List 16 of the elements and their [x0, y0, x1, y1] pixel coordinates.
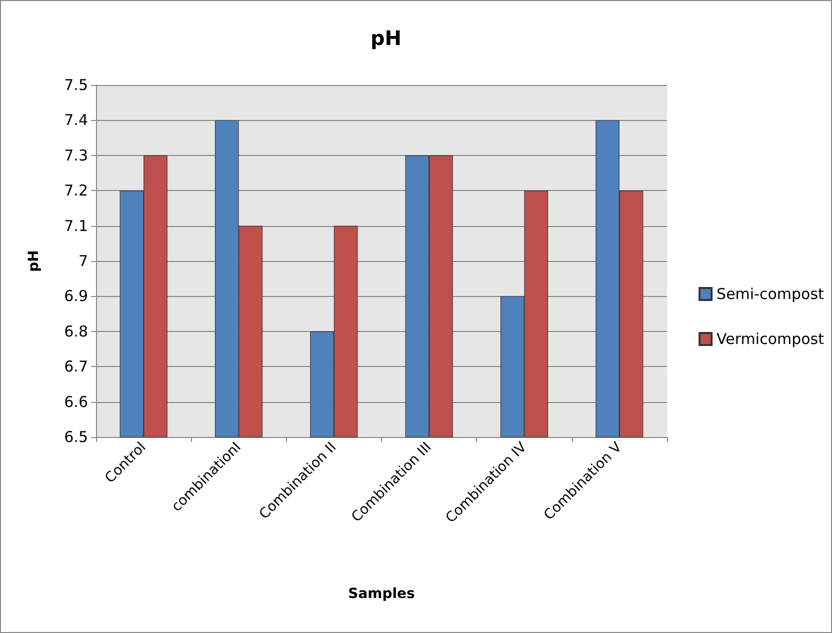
legend-label: Semi-compost	[716, 285, 824, 303]
y-tick-label: 6.9	[64, 287, 88, 306]
y-tick-label: 7.5	[64, 76, 88, 94]
y-tick-label: 6.6	[64, 392, 88, 411]
y-tick-label: 7.3	[64, 146, 88, 164]
legend-label: Vermicompost	[716, 330, 824, 348]
y-tick-label: 7.4	[64, 111, 88, 130]
y-tick-label: 7	[78, 252, 88, 270]
y-tick-label: 7.1	[64, 216, 88, 235]
chart-title: pH	[370, 26, 402, 50]
y-tick-label: 6.7	[64, 358, 88, 376]
y-tick-label: 6.8	[64, 322, 88, 340]
y-axis-title: pH	[26, 250, 42, 272]
y-tick-label: 6.5	[64, 428, 88, 446]
y-tick-label: 7.2	[64, 182, 88, 200]
x-axis-title: Samples	[348, 586, 415, 602]
